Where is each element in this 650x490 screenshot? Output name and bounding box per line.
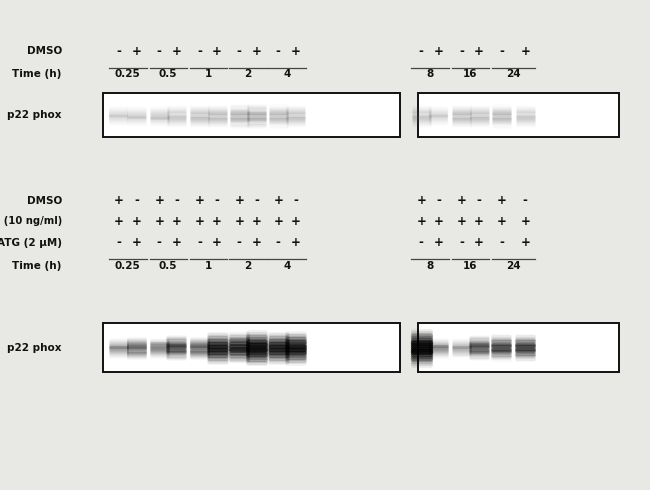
Text: +: + xyxy=(154,215,164,228)
Text: 8: 8 xyxy=(426,70,434,79)
Text: -: - xyxy=(254,195,259,207)
Text: +: + xyxy=(194,215,205,228)
Text: 0.5: 0.5 xyxy=(159,70,177,79)
Text: DMSO: DMSO xyxy=(27,196,62,206)
Text: +: + xyxy=(291,45,301,58)
Text: +: + xyxy=(434,215,444,228)
Text: -: - xyxy=(293,195,298,207)
Text: 1: 1 xyxy=(205,261,212,270)
Text: +: + xyxy=(474,236,484,249)
Text: 0.5: 0.5 xyxy=(159,261,177,270)
Text: +: + xyxy=(154,195,164,207)
Text: 2: 2 xyxy=(244,261,252,270)
Text: ATG (2 μM): ATG (2 μM) xyxy=(0,238,62,247)
Text: +: + xyxy=(212,215,222,228)
Text: -: - xyxy=(276,236,281,249)
Text: -: - xyxy=(419,236,424,249)
Text: -: - xyxy=(523,195,528,207)
Text: +: + xyxy=(291,236,301,249)
Text: +: + xyxy=(234,215,244,228)
Text: +: + xyxy=(520,215,530,228)
Text: +: + xyxy=(114,215,124,228)
Text: +: + xyxy=(497,215,507,228)
Text: TGF-β1 (10 ng/ml): TGF-β1 (10 ng/ml) xyxy=(0,217,62,226)
Text: 8: 8 xyxy=(426,261,434,270)
Text: +: + xyxy=(172,215,182,228)
Text: +: + xyxy=(456,215,467,228)
Text: +: + xyxy=(131,215,142,228)
Text: -: - xyxy=(174,195,179,207)
Bar xyxy=(103,323,400,372)
Text: -: - xyxy=(459,236,464,249)
Text: -: - xyxy=(237,45,242,58)
Text: +: + xyxy=(273,195,283,207)
Bar xyxy=(418,323,619,372)
Text: -: - xyxy=(499,236,504,249)
Text: -: - xyxy=(419,45,424,58)
Text: -: - xyxy=(476,195,482,207)
Text: +: + xyxy=(131,45,142,58)
Text: DMSO: DMSO xyxy=(27,47,62,56)
Text: -: - xyxy=(134,195,139,207)
Text: +: + xyxy=(434,45,444,58)
Text: -: - xyxy=(499,45,504,58)
Text: +: + xyxy=(497,195,507,207)
Text: +: + xyxy=(172,45,182,58)
Text: +: + xyxy=(252,215,262,228)
Text: +: + xyxy=(434,236,444,249)
Text: -: - xyxy=(157,45,162,58)
Text: p22 phox: p22 phox xyxy=(7,343,62,353)
Text: +: + xyxy=(212,236,222,249)
Text: 16: 16 xyxy=(463,70,478,79)
Text: 2: 2 xyxy=(244,70,252,79)
Text: -: - xyxy=(436,195,441,207)
Text: +: + xyxy=(474,215,484,228)
Text: +: + xyxy=(234,195,244,207)
Text: +: + xyxy=(416,215,426,228)
Text: Time (h): Time (h) xyxy=(12,70,62,79)
Text: -: - xyxy=(157,236,162,249)
Text: 24: 24 xyxy=(506,261,521,270)
Text: -: - xyxy=(116,45,122,58)
Text: +: + xyxy=(194,195,205,207)
Bar xyxy=(103,93,400,137)
Text: +: + xyxy=(212,45,222,58)
Text: -: - xyxy=(459,45,464,58)
Text: +: + xyxy=(520,45,530,58)
Text: 0.25: 0.25 xyxy=(115,261,140,270)
Text: +: + xyxy=(456,195,467,207)
Text: +: + xyxy=(520,236,530,249)
Text: -: - xyxy=(197,45,202,58)
Text: -: - xyxy=(276,45,281,58)
Text: +: + xyxy=(252,45,262,58)
Text: p22 phox: p22 phox xyxy=(7,110,62,120)
Bar xyxy=(418,93,619,137)
Text: -: - xyxy=(237,236,242,249)
Text: +: + xyxy=(252,236,262,249)
Text: -: - xyxy=(214,195,220,207)
Text: 16: 16 xyxy=(463,261,478,270)
Text: +: + xyxy=(474,45,484,58)
Text: +: + xyxy=(416,195,426,207)
Text: +: + xyxy=(114,195,124,207)
Text: 24: 24 xyxy=(506,70,521,79)
Text: +: + xyxy=(131,236,142,249)
Text: -: - xyxy=(197,236,202,249)
Text: Time (h): Time (h) xyxy=(12,261,62,270)
Text: +: + xyxy=(291,215,301,228)
Text: 1: 1 xyxy=(205,70,212,79)
Text: 4: 4 xyxy=(283,261,291,270)
Text: -: - xyxy=(116,236,122,249)
Text: +: + xyxy=(273,215,283,228)
Text: 4: 4 xyxy=(283,70,291,79)
Text: +: + xyxy=(172,236,182,249)
Text: 0.25: 0.25 xyxy=(115,70,140,79)
